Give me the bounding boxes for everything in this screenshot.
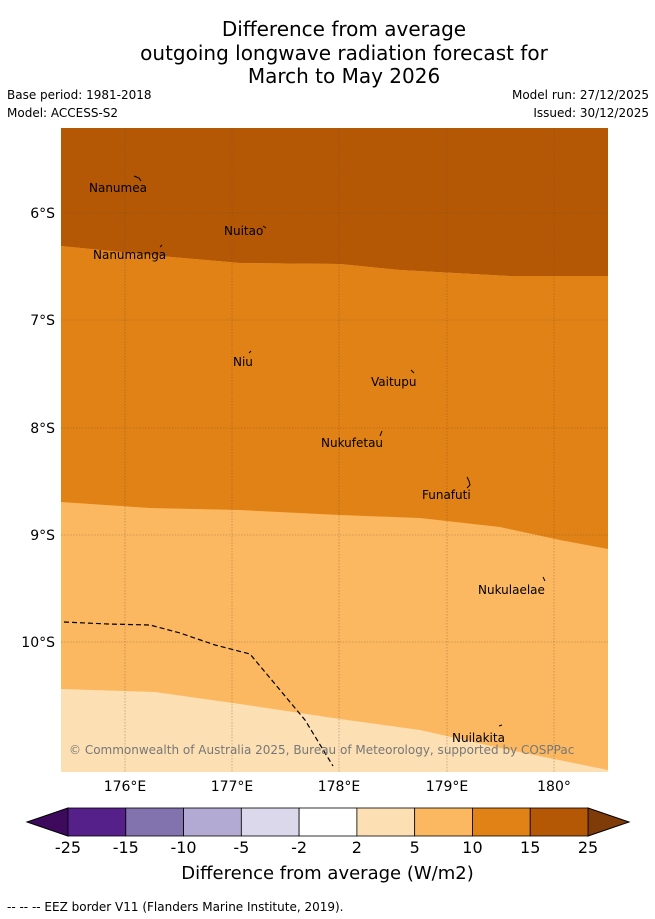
place-nukufetau: Nukufetau: [321, 436, 383, 450]
place-nukulaelae: Nukulaelae: [478, 583, 545, 597]
place-nanumanga: Nanumanga: [93, 248, 166, 262]
colorbar-tick-label: 15: [520, 838, 541, 857]
model-run: Model run: 27/12/2025: [511, 88, 649, 102]
colorbar-tick-label: 10: [462, 838, 483, 857]
lat-label-9s: 9°S: [30, 528, 55, 544]
copyright-notice: © Commonwealth of Australia 2025, Bureau…: [69, 743, 574, 757]
place-nuitao: Nuitao: [224, 224, 263, 238]
colorbar-tick-label: -15: [112, 838, 139, 857]
colorbar-under-arrow: [25, 807, 69, 837]
colorbar-segment: [125, 807, 184, 837]
issued-date: Issued: 30/12/2025: [533, 106, 649, 120]
colorbar-tick-label: -2: [291, 838, 308, 857]
place-niu: Niu: [233, 355, 253, 369]
colorbar: [25, 807, 631, 837]
colorbar-title: Difference from average (W/m2): [181, 863, 474, 884]
title-line-1: Difference from average: [221, 17, 467, 41]
title-line-2: outgoing longwave radiation forecast for: [140, 41, 548, 65]
colorbar-segment: [472, 807, 531, 837]
band-10-15: [61, 246, 608, 549]
colorbar-segment: [414, 807, 473, 837]
band-2-5: [61, 689, 608, 772]
colorbar-over-arrow: [587, 807, 631, 837]
island-outlines: [133, 175, 546, 727]
colorbar-segment: [240, 807, 300, 837]
title-line-3: March to May 2026: [247, 64, 441, 88]
lat-label-10s: 10°S: [21, 635, 55, 651]
lon-label-177e: 177°E: [211, 779, 254, 795]
place-vaitupu: Vaitupu: [371, 375, 417, 389]
lat-label-8s: 8°S: [30, 421, 55, 437]
lon-label-179e: 179°E: [426, 779, 469, 795]
place-nuilakita: Nuilakita: [452, 731, 505, 745]
colorbar-segment: [356, 807, 416, 837]
footer-note: -- -- -- EEZ border V11 (Flanders Marine…: [7, 900, 344, 914]
colorbar-tick-label: 2: [351, 838, 362, 857]
band-15-25: [61, 128, 608, 276]
colorbar-tick-label: -25: [54, 838, 82, 857]
eez-border: [63, 621, 334, 767]
colorbar-segment: [298, 807, 358, 837]
place-nanumea: Nanumea: [89, 181, 147, 195]
lon-label-176e: 176°E: [104, 779, 147, 795]
map-gridlines: [61, 128, 608, 772]
place-funafuti: Funafuti: [422, 488, 471, 502]
base-period: Base period: 1981-2018: [7, 88, 152, 102]
lon-label-178e: 178°E: [318, 779, 361, 795]
colorbar-tick-label: 25: [577, 838, 599, 857]
colorbar-tick-label: -10: [170, 838, 197, 857]
colorbar-tick-label: -5: [233, 838, 250, 857]
lat-label-6s: 6°S: [30, 206, 55, 222]
lon-label-180: 180°: [537, 779, 571, 795]
colorbar-segment: [67, 807, 127, 837]
forecast-map: Nanumea Nuitao Nanumanga Niu Vaitupu Nuk…: [21, 128, 631, 837]
model-name: Model: ACCESS-S2: [7, 106, 119, 120]
colorbar-segment: [183, 807, 242, 837]
lat-label-7s: 7°S: [30, 313, 55, 329]
colorbar-segment: [529, 807, 589, 837]
colorbar-tick-label: 5: [409, 838, 420, 857]
